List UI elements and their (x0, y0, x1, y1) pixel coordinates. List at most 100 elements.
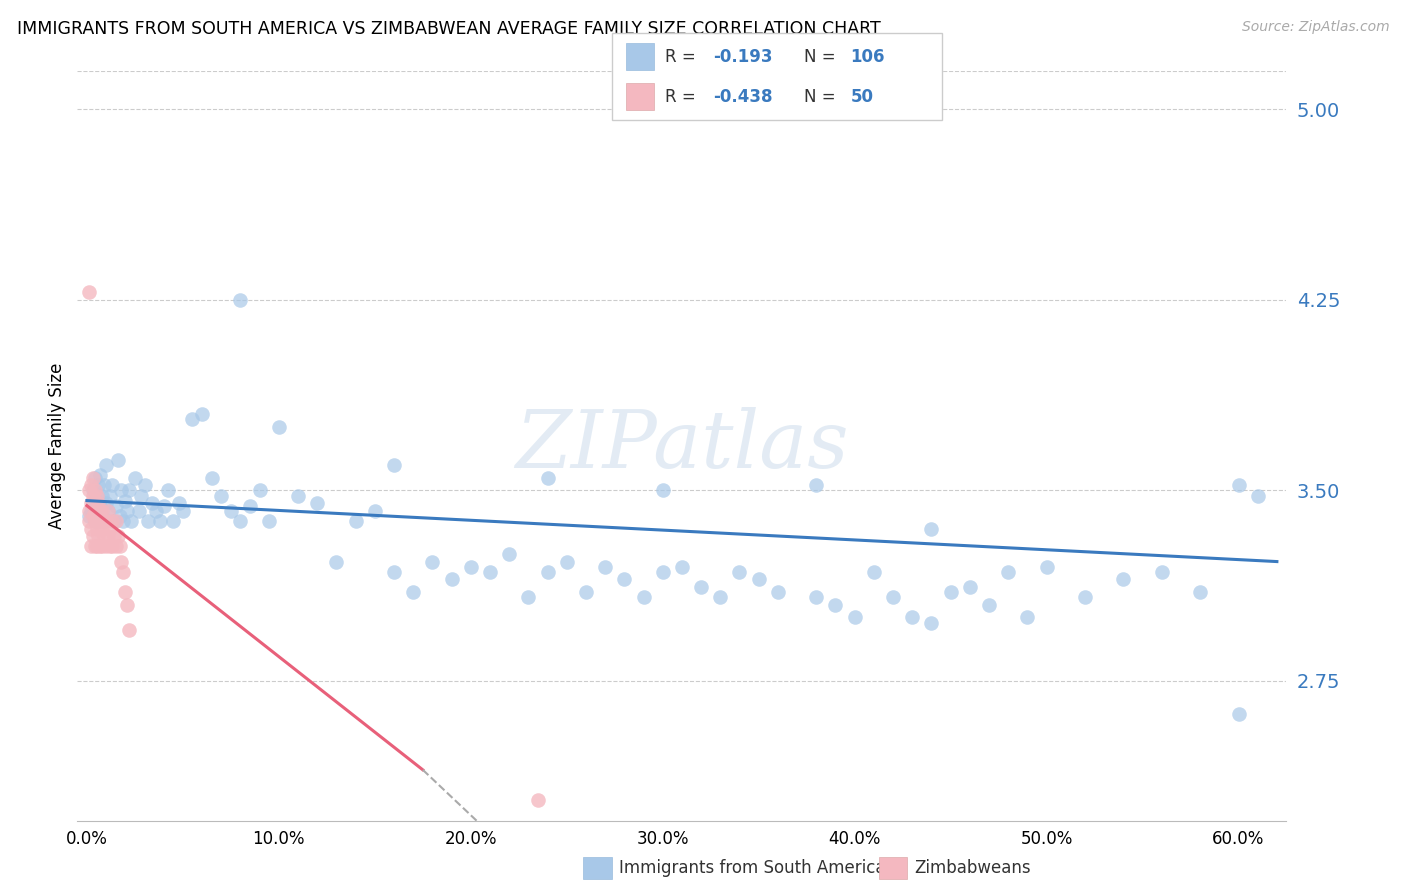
Point (613, 572, 636, 586)
Point (229, 293, 252, 307)
Text: Source: ZipAtlas.com: Source: ZipAtlas.com (1241, 20, 1389, 34)
Text: -0.193: -0.193 (713, 47, 772, 66)
Point (128, 504, 150, 518)
Point (1074, 590, 1097, 604)
Point (901, 610, 924, 624)
Point (94, 514, 117, 528)
Point (824, 598, 846, 612)
Point (104, 514, 127, 528)
Point (101, 539, 124, 553)
Point (134, 478, 156, 492)
Point (1227, 706, 1250, 721)
Point (80, 539, 103, 553)
Y-axis label: Average Family Size: Average Family Size (48, 363, 66, 529)
Point (1227, 478, 1250, 492)
Point (181, 412, 204, 426)
Point (91, 522, 114, 536)
Point (98, 539, 121, 553)
Point (82, 529, 104, 543)
Point (77, 504, 100, 518)
Point (997, 565, 1019, 579)
Point (91, 504, 114, 518)
Point (107, 529, 129, 543)
Point (94, 539, 117, 553)
Point (86, 489, 108, 503)
Point (920, 615, 942, 630)
Point (118, 483, 141, 498)
Point (86, 504, 108, 518)
Point (114, 493, 136, 508)
Point (172, 504, 194, 518)
Point (104, 539, 127, 553)
Point (249, 483, 271, 498)
Point (1017, 610, 1039, 624)
Point (94, 458, 117, 472)
Point (93, 514, 115, 528)
Point (440, 572, 463, 586)
Point (498, 547, 520, 561)
Point (1189, 585, 1212, 599)
Point (167, 496, 190, 510)
Point (344, 514, 367, 528)
Text: R =: R = (665, 87, 696, 106)
Point (98, 489, 121, 503)
Text: Zimbabweans: Zimbabweans (914, 859, 1031, 877)
Point (766, 585, 789, 599)
Point (882, 590, 904, 604)
Point (87, 514, 110, 528)
Point (141, 496, 163, 510)
Point (124, 471, 146, 485)
Point (91, 539, 114, 553)
Text: ZIPatlas: ZIPatlas (515, 408, 849, 484)
Point (287, 489, 309, 503)
Point (939, 585, 962, 599)
Point (478, 565, 501, 579)
Point (229, 514, 252, 528)
Point (162, 514, 184, 528)
Point (97, 504, 120, 518)
Text: R =: R = (665, 47, 696, 66)
Point (138, 514, 160, 528)
Point (94, 496, 117, 510)
Point (93, 529, 115, 543)
Point (82, 489, 104, 503)
Point (863, 565, 886, 579)
Point (83, 514, 105, 528)
Point (91, 508, 114, 523)
Point (267, 420, 290, 434)
Point (101, 478, 124, 492)
Point (191, 407, 214, 421)
Point (112, 514, 135, 528)
Point (651, 483, 673, 498)
Point (575, 585, 598, 599)
Point (129, 489, 152, 503)
Point (77, 508, 100, 523)
Point (690, 580, 713, 594)
Point (80, 496, 103, 510)
Point (806, 478, 828, 492)
Point (89, 539, 111, 553)
Point (86, 489, 108, 503)
Text: Immigrants from South America: Immigrants from South America (619, 859, 886, 877)
Point (536, 471, 558, 485)
Point (112, 565, 135, 579)
Point (959, 580, 981, 594)
Point (83, 471, 105, 485)
Point (1150, 565, 1173, 579)
Point (89, 514, 111, 528)
Text: 106: 106 (851, 47, 886, 66)
Point (80, 522, 103, 536)
Point (87, 529, 110, 543)
Point (77, 483, 100, 498)
Point (748, 572, 770, 586)
Point (110, 555, 132, 569)
Text: 50: 50 (851, 87, 873, 106)
Point (555, 555, 578, 569)
Point (83, 504, 105, 518)
Point (307, 496, 329, 510)
Point (87, 514, 110, 528)
Point (110, 483, 132, 498)
Point (527, 793, 550, 807)
Point (115, 504, 138, 518)
Point (115, 598, 138, 612)
